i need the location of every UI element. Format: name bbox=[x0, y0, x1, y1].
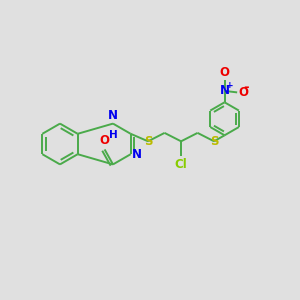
Text: S: S bbox=[144, 135, 152, 148]
Text: O: O bbox=[239, 86, 249, 99]
Text: O: O bbox=[220, 66, 230, 79]
Text: O: O bbox=[100, 134, 110, 147]
Text: +: + bbox=[226, 81, 234, 90]
Text: N: N bbox=[220, 84, 230, 98]
Text: S: S bbox=[210, 135, 218, 148]
Text: -: - bbox=[243, 80, 249, 94]
Text: Cl: Cl bbox=[175, 158, 188, 171]
Text: N: N bbox=[108, 109, 118, 122]
Text: H: H bbox=[109, 130, 118, 140]
Text: N: N bbox=[132, 148, 142, 161]
